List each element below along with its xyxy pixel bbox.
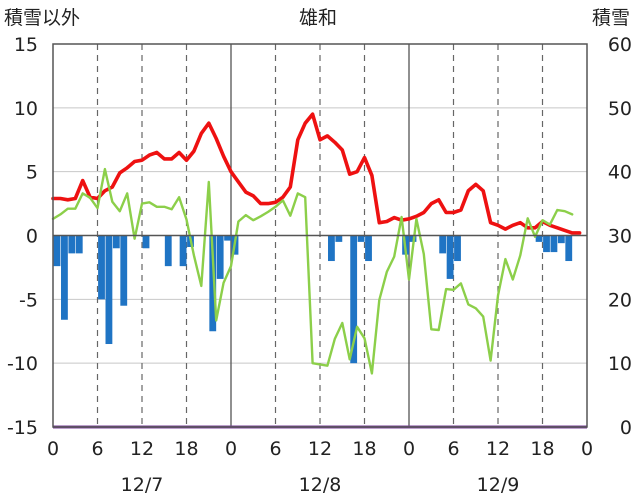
right-tick-label: 20 — [608, 289, 632, 311]
precip-bar — [365, 235, 372, 262]
left-tick-label: 15 — [14, 34, 38, 56]
x-tick-label: 6 — [91, 438, 103, 460]
precip-bar — [120, 235, 128, 306]
precip-bar — [98, 235, 105, 300]
x-tick-label: 18 — [352, 438, 376, 460]
right-tick-label: 50 — [608, 98, 632, 120]
line-series — [51, 112, 582, 375]
precip-bar — [335, 235, 343, 242]
precip-bar — [61, 235, 68, 320]
precip-bar — [68, 235, 76, 254]
right-tick-label: 30 — [608, 226, 632, 248]
precip-bar — [53, 235, 61, 267]
x-tick-label: 0 — [47, 438, 59, 460]
precip-bar — [454, 235, 461, 262]
x-tick-label: 6 — [447, 438, 459, 460]
x-tick-label: 0 — [403, 438, 415, 460]
x-tick-label: 12 — [486, 438, 510, 460]
precip-bar — [112, 235, 120, 249]
date-label: 12/9 — [477, 474, 520, 496]
right-tick-label: 0 — [620, 417, 632, 439]
precip-bar — [179, 235, 187, 267]
precip-bar — [216, 235, 224, 279]
precip-bar — [105, 235, 113, 345]
snow_depth-line — [51, 167, 574, 375]
date-label: 12/8 — [299, 474, 342, 496]
x-tick-label: 6 — [269, 438, 281, 460]
plot-frame — [52, 43, 588, 429]
left-tick-label: 5 — [26, 162, 38, 184]
precip-bar — [446, 235, 454, 279]
precip-bar — [328, 235, 335, 262]
precip-bar — [565, 235, 573, 262]
date-label: 12/7 — [121, 474, 164, 496]
precip-bar — [209, 235, 217, 332]
x-tick-label: 0 — [225, 438, 237, 460]
precip-bar — [543, 235, 550, 253]
left-tick-label: 10 — [14, 98, 38, 120]
right-tick-label: 10 — [608, 353, 632, 375]
precip-bar — [224, 235, 231, 241]
precip-bar — [357, 235, 365, 242]
precip-bar — [439, 235, 447, 254]
left-tick-label: -15 — [7, 417, 38, 439]
x-tick-label: 12 — [308, 438, 332, 460]
precipitation-bars — [53, 235, 573, 364]
chart-title: 雄和 — [299, 7, 337, 29]
x-tick-label: 18 — [530, 438, 554, 460]
left-tick-label: 0 — [26, 226, 38, 248]
left-tick-label: -10 — [7, 353, 38, 375]
precip-bar — [164, 235, 172, 267]
temperature-line — [51, 112, 582, 235]
right-tick-label: 40 — [608, 162, 632, 184]
precip-bar — [142, 235, 150, 249]
precip-bar — [535, 235, 543, 242]
x-tick-label: 18 — [174, 438, 198, 460]
left-tick-label: -5 — [19, 289, 38, 311]
plot-border — [52, 43, 588, 428]
x-tick-label: 12 — [130, 438, 154, 460]
precip-bar — [75, 235, 83, 254]
precip-bar — [550, 235, 558, 253]
right-axis-label: 積雪 — [592, 7, 630, 29]
precip-bar — [557, 235, 565, 244]
x-tick-label: 0 — [581, 438, 593, 460]
right-tick-label: 60 — [608, 34, 632, 56]
precip-bar — [350, 235, 358, 364]
left-axis-label: 積雪以外 — [4, 7, 80, 29]
